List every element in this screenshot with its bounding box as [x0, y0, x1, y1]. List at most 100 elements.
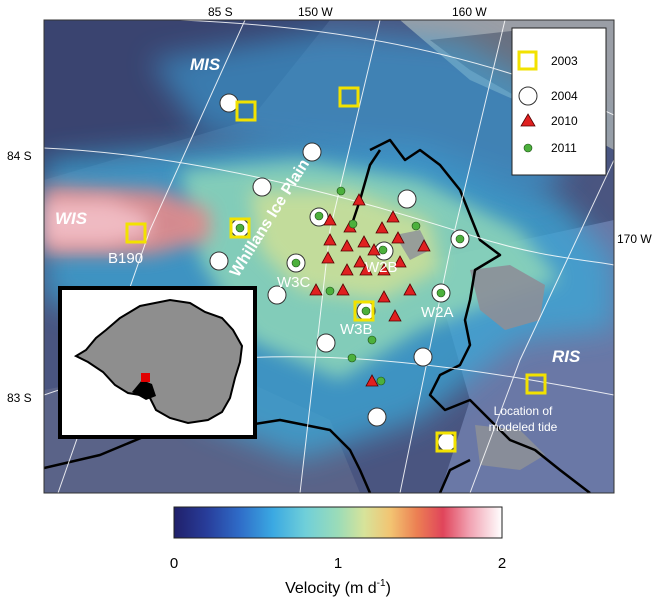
- colorbar-tick-0: 0: [170, 555, 178, 572]
- station-2011-marker: [376, 376, 386, 386]
- station-2010-marker: [359, 263, 373, 276]
- lat-label-83: 83 S: [7, 391, 32, 405]
- map-frame: [43, 19, 615, 494]
- grounding-lines: [44, 138, 591, 493]
- station-2004-marker: [219, 93, 239, 113]
- colorbar-label-sup: -1: [377, 578, 386, 589]
- station-2004-marker: [209, 251, 229, 271]
- ice-rise-patch: [395, 230, 430, 260]
- station-labels: B190 W3C W2B W3B W2A: [108, 250, 454, 338]
- markers-2011: [235, 186, 465, 386]
- station-2010-marker: [353, 255, 367, 268]
- legend-label-2003: 2003: [551, 54, 578, 68]
- station-2010-marker: [340, 239, 354, 252]
- station-2004-marker: [367, 407, 387, 427]
- station-2010-marker: [365, 374, 379, 387]
- station-2010-marker: [377, 263, 391, 276]
- legend-label-2004: 2004: [551, 89, 578, 103]
- station-label-w3b: W3B: [340, 321, 373, 338]
- region-label-mis: MIS: [190, 55, 221, 74]
- station-2004-marker: [316, 333, 336, 353]
- graticule-labels: 84 S 83 S 85 S 150 W 160 W 170 W: [7, 5, 652, 405]
- station-2011-marker: [411, 221, 421, 231]
- station-2004-marker: [302, 142, 322, 162]
- station-2011-marker: [455, 234, 465, 244]
- colorbar-tick-2: 2: [498, 555, 506, 572]
- station-2010-marker: [321, 251, 335, 264]
- legend-marker-2004: [518, 86, 538, 106]
- station-2010-marker: [377, 290, 391, 303]
- tide-note-line1: Location of: [494, 404, 553, 418]
- ice-rise-patch: [475, 425, 545, 470]
- station-2010-marker: [386, 210, 400, 223]
- lon-label-170: 170 W: [617, 232, 652, 246]
- station-2003-marker: [525, 373, 547, 395]
- lat-label-84: 84 S: [7, 149, 32, 163]
- station-2010-marker: [357, 235, 371, 248]
- station-2010-marker: [367, 243, 381, 256]
- station-2010-marker: [403, 283, 417, 296]
- station-label-w2a: W2A: [421, 304, 454, 321]
- station-2004-marker: [267, 285, 287, 305]
- colorbar-tick-1: 1: [334, 555, 342, 572]
- antarctica-continent: [73, 298, 244, 425]
- station-2011-marker: [336, 186, 346, 196]
- station-label-w3c: W3C: [277, 274, 311, 291]
- colorbar-label: Velocity (m d-1): [285, 578, 391, 597]
- station-2004-marker: [397, 189, 417, 209]
- station-2003-marker: [235, 100, 257, 122]
- station-2011-marker: [361, 306, 371, 316]
- station-2011-marker: [347, 353, 357, 363]
- lon-label-160: 160 W: [452, 5, 487, 19]
- station-2010-marker: [336, 283, 350, 296]
- station-2011-marker: [291, 258, 301, 268]
- graticule: [44, 20, 614, 493]
- legend-marker-2003: [517, 50, 538, 71]
- colorbar: 0 1 2 Velocity (m d-1): [170, 506, 506, 597]
- legend: 2003 2004 2010 2011: [511, 27, 607, 176]
- station-2010-marker: [388, 309, 402, 322]
- tide-annotation: Location of modeled tide: [489, 404, 558, 434]
- legend-label-2010: 2010: [551, 114, 578, 128]
- region-label-ris: RIS: [552, 347, 581, 366]
- station-2010-marker: [323, 233, 337, 246]
- station-2010-marker: [340, 263, 354, 276]
- antarctica-inset: [58, 286, 257, 439]
- station-2011-marker: [348, 219, 358, 229]
- station-2010-marker: [323, 213, 337, 226]
- station-2003-marker: [435, 431, 457, 453]
- station-2004-marker: [437, 432, 457, 452]
- station-2011-marker: [367, 335, 377, 345]
- station-label-w2b: W2B: [365, 259, 398, 276]
- station-2010-marker: [417, 239, 431, 252]
- colorbar-label-text: Velocity (m d: [285, 580, 377, 597]
- colorbar-label-close: ): [386, 580, 391, 597]
- markers-2010: [309, 193, 431, 387]
- station-2003-marker: [229, 217, 251, 239]
- tide-note-line2: modeled tide: [489, 420, 558, 434]
- study-area-marker: [141, 373, 150, 382]
- station-2003-marker: [125, 222, 147, 244]
- colorbar-ramp: [173, 506, 503, 539]
- region-label-wis: WIS: [55, 209, 88, 228]
- station-2003-marker: [338, 86, 360, 108]
- lat-label-85: 85 S: [208, 5, 233, 19]
- station-2010-marker: [309, 283, 323, 296]
- ross-embayment: [132, 380, 156, 400]
- ice-rise-patch: [470, 265, 545, 330]
- legend-marker-2010: [520, 113, 536, 127]
- station-2010-marker: [391, 231, 405, 244]
- station-2004-marker: [413, 347, 433, 367]
- legend-label-2011: 2011: [551, 141, 577, 155]
- station-2010-marker: [393, 255, 407, 268]
- station-2011-marker: [436, 288, 446, 298]
- station-2010-marker: [352, 193, 366, 206]
- station-2011-marker: [325, 286, 335, 296]
- station-label-b190: B190: [108, 250, 143, 267]
- station-2010-marker: [375, 221, 389, 234]
- station-2011-marker: [378, 245, 388, 255]
- lon-label-150: 150 W: [298, 5, 333, 19]
- station-2004-marker: [252, 177, 272, 197]
- station-2011-marker: [314, 211, 324, 221]
